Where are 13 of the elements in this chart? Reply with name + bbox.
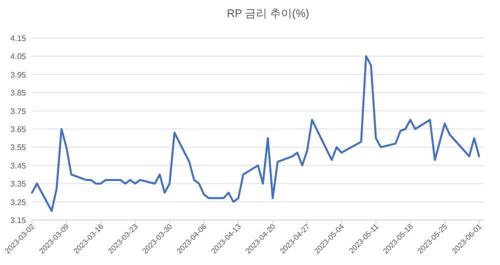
y-tick-label: 3.75 — [10, 106, 27, 116]
line-series — [31, 55, 480, 212]
y-tick-label: 4.05 — [10, 52, 27, 62]
y-tick-label: 3.15 — [10, 216, 27, 225]
y-tick-label: 3.55 — [10, 143, 27, 152]
y-tick-label: 3.25 — [10, 198, 27, 207]
y-tick-label: 3.45 — [10, 161, 27, 170]
y-tick-label: 4.15 — [10, 34, 27, 43]
y-tick-label: 3.95 — [10, 70, 27, 80]
chart-title: RP 금리 추이(%) — [226, 8, 310, 20]
y-tick-label: 3.85 — [10, 88, 27, 98]
y-tick-label: 3.65 — [10, 125, 27, 134]
y-tick-label: 3.35 — [10, 180, 27, 189]
